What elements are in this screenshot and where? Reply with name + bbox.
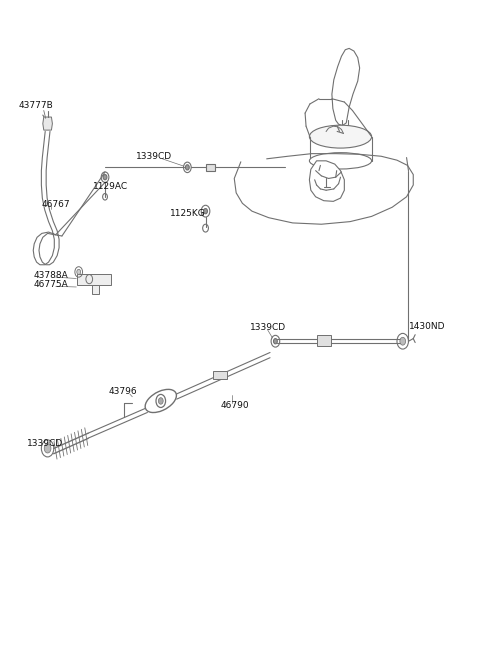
Polygon shape <box>310 161 344 201</box>
Polygon shape <box>43 117 52 130</box>
Circle shape <box>44 444 51 453</box>
Ellipse shape <box>145 389 177 413</box>
Circle shape <box>274 339 277 344</box>
Circle shape <box>400 337 406 345</box>
Circle shape <box>158 398 163 404</box>
Polygon shape <box>317 335 331 346</box>
Circle shape <box>156 394 166 407</box>
Text: 43777B: 43777B <box>19 101 54 110</box>
Text: 46790: 46790 <box>221 402 250 411</box>
Text: 1125KG: 1125KG <box>169 209 205 218</box>
Text: 1339CD: 1339CD <box>250 323 286 332</box>
Text: 43788A: 43788A <box>33 271 68 280</box>
Polygon shape <box>206 164 215 171</box>
Polygon shape <box>92 285 99 293</box>
Text: 46775A: 46775A <box>33 280 68 289</box>
Text: 1129AC: 1129AC <box>93 183 128 191</box>
Polygon shape <box>77 274 111 285</box>
Text: 1430ND: 1430ND <box>408 322 445 331</box>
Circle shape <box>185 165 189 170</box>
Ellipse shape <box>310 125 372 148</box>
Circle shape <box>103 174 107 179</box>
Circle shape <box>204 208 207 214</box>
Text: 1339CD: 1339CD <box>136 152 172 160</box>
Text: 46767: 46767 <box>41 200 70 209</box>
Text: 43796: 43796 <box>108 387 137 396</box>
Text: 1339CD: 1339CD <box>27 440 63 448</box>
Ellipse shape <box>310 153 372 169</box>
Circle shape <box>77 269 81 274</box>
Polygon shape <box>213 371 227 379</box>
Polygon shape <box>332 48 360 126</box>
